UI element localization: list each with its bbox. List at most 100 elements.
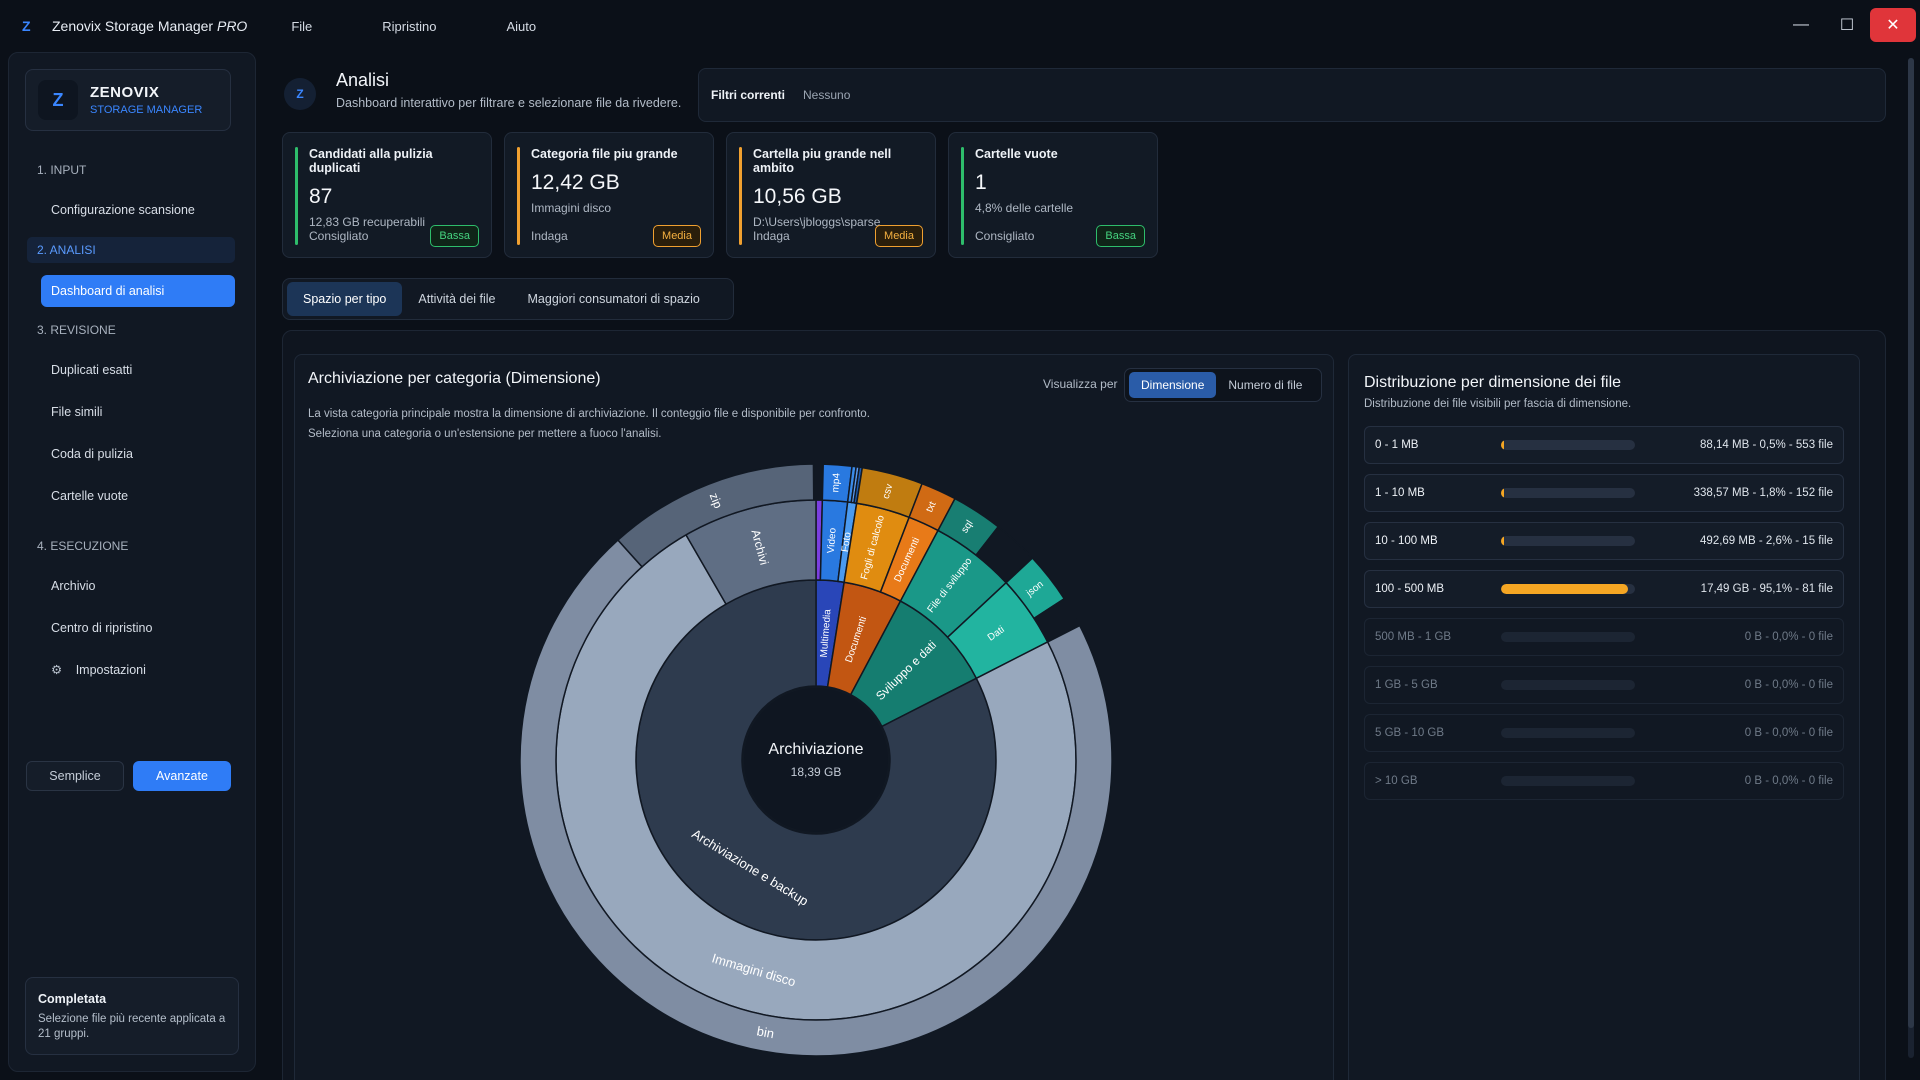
- menu-aiuto[interactable]: Aiuto: [506, 18, 537, 34]
- kpi-value: 87: [309, 185, 333, 208]
- distribution-row[interactable]: 5 GB - 10 GB 0 B - 0,0% - 0 file: [1364, 714, 1844, 752]
- sunburst-segment-label: csv: [881, 483, 896, 500]
- sidebar-item-configurazione[interactable]: Configurazione scansione: [51, 203, 195, 217]
- kpi-card-categoria[interactable]: Categoria file piu grande 12,42 GB Immag…: [504, 132, 714, 258]
- nav-section-analisi: 2. ANALISI: [27, 237, 235, 263]
- status-text: Selezione file più recente applicata a 2…: [38, 1013, 226, 1040]
- kpi-accent-bar: [961, 147, 964, 245]
- sidebar-item-cartelle-vuote[interactable]: Cartelle vuote: [51, 489, 129, 503]
- brand-subtitle: STORAGE MANAGER: [90, 104, 203, 116]
- distribution-bar-track: [1501, 488, 1635, 498]
- distribution-row-label: 1 GB - 5 GB: [1375, 679, 1438, 691]
- kpi-card-cartelle-vuote[interactable]: Cartelle vuote 1 4,8% delle cartelle Con…: [948, 132, 1158, 258]
- chart-description-line: La vista categoria principale mostra la …: [308, 408, 870, 420]
- view-by-label: Visualizza per: [1043, 377, 1118, 391]
- view-dimensione-button[interactable]: Dimensione: [1129, 372, 1217, 398]
- kpi-card-cartella[interactable]: Cartella piu grande nell ambito 10,56 GB…: [726, 132, 936, 258]
- app-logo-icon: Z: [22, 18, 31, 34]
- distribution-row[interactable]: 500 MB - 1 GB 0 B - 0,0% - 0 file: [1364, 618, 1844, 656]
- distribution-row-value: 0 B - 0,0% - 0 file: [1744, 775, 1833, 787]
- nav-section-esecuzione: 4. ESECUZIONE: [37, 539, 129, 553]
- sidebar-item-dashboard[interactable]: Dashboard di analisi: [41, 275, 235, 307]
- sunburst-segment-label: mp4: [830, 472, 842, 493]
- status-title: Completata: [38, 992, 107, 1006]
- kpi-sub: Immagini disco: [531, 201, 612, 215]
- maximize-icon[interactable]: ☐: [1839, 17, 1855, 34]
- distribution-row-value: 492,69 MB - 2,6% - 15 file: [1700, 535, 1833, 547]
- sidebar-item-coda-pulizia[interactable]: Coda di pulizia: [51, 447, 133, 461]
- tab-spazio-per-tipo[interactable]: Spazio per tipo: [287, 282, 403, 316]
- distribution-row-value: 0 B - 0,0% - 0 file: [1744, 679, 1833, 691]
- kpi-sub: 4,8% delle cartelle: [975, 201, 1074, 215]
- sunburst-segment[interactable]: [519, 538, 1113, 1057]
- distribution-bar-track: [1501, 536, 1635, 546]
- sunburst-segment[interactable]: [616, 463, 815, 568]
- nav-section-input: 1. INPUT: [37, 163, 87, 177]
- sunburst-segment-label: Video: [826, 527, 839, 554]
- distribution-bar-track: [1501, 584, 1635, 594]
- distribution-bar-fill: [1501, 440, 1504, 450]
- sidebar-item-ripristino[interactable]: Centro di ripristino: [51, 621, 153, 635]
- distribution-bar-track: [1501, 680, 1635, 690]
- distribution-row-label: 5 GB - 10 GB: [1375, 727, 1445, 739]
- distribution-bar-fill: [1501, 584, 1629, 594]
- sidebar-item-archivio[interactable]: Archivio: [51, 579, 96, 593]
- kpi-card-duplicati[interactable]: Candidati alla pulizia duplicati 87 12,8…: [282, 132, 492, 258]
- sidebar: Z ZENOVIX STORAGE MANAGER 1. INPUT Confi…: [8, 52, 256, 1072]
- menu-file[interactable]: File: [291, 18, 313, 34]
- distribution-row-value: 88,14 MB - 0,5% - 553 file: [1700, 439, 1833, 451]
- kpi-sub: D:\Users\jbloggs\sparse: [753, 215, 881, 229]
- current-filters: Filtri correnti Nessuno: [698, 68, 1886, 122]
- distribution-bar-track: [1501, 776, 1635, 786]
- sunburst-center-label: Archiviazione: [768, 741, 863, 758]
- sunburst-center-value: 18,39 GB: [791, 765, 842, 779]
- sunburst-segment-label: Multimedia: [819, 608, 834, 658]
- distribution-row[interactable]: 100 - 500 MB 17,49 GB - 95,1% - 81 file: [1364, 570, 1844, 608]
- tab-attivita-file[interactable]: Attività dei file: [418, 292, 496, 306]
- chart-description-line: Seleziona una categoria o un'estensione …: [308, 428, 662, 440]
- distribution-row[interactable]: 1 - 10 MB 338,57 MB - 1,8% - 152 file: [1364, 474, 1844, 512]
- sidebar-item-file-simili[interactable]: File simili: [51, 405, 103, 419]
- scrollbar-thumb[interactable]: [1908, 58, 1914, 1028]
- app-title: Zenovix Storage Manager PRO: [52, 18, 248, 34]
- main-scrollbar[interactable]: [1908, 58, 1914, 1058]
- kpi-value: 1: [975, 171, 987, 194]
- distribution-row-value: 17,49 GB - 95,1% - 81 file: [1700, 583, 1833, 595]
- distribution-row-label: 500 MB - 1 GB: [1375, 631, 1452, 643]
- sidebar-item-duplicati[interactable]: Duplicati esatti: [51, 363, 133, 377]
- window-controls: — ☐ ✕: [1778, 8, 1920, 42]
- sunburst-center: [744, 688, 888, 832]
- kpi-title: Cartella piu grande nell ambito: [753, 147, 892, 175]
- filters-value: Nessuno: [803, 88, 851, 102]
- distribution-row[interactable]: 1 GB - 5 GB 0 B - 0,0% - 0 file: [1364, 666, 1844, 704]
- brand-name: ZENOVIX: [90, 84, 160, 101]
- sidebar-item-impostazioni[interactable]: ⚙ Impostazioni: [51, 662, 146, 677]
- sunburst-chart[interactable]: Multimedia Documenti Sviluppo e datiArchiv…: [516, 460, 1116, 1060]
- brand-logo-icon: Z: [38, 80, 78, 120]
- menu-ripristino[interactable]: Ripristino: [382, 18, 437, 34]
- kpi-title: Candidati alla pulizia duplicati: [309, 147, 433, 175]
- kpi-foot: Indaga: [531, 229, 568, 243]
- kpi-foot: Consigliato: [975, 229, 1035, 243]
- distribution-row-value: 0 B - 0,0% - 0 file: [1744, 631, 1833, 643]
- status-card: Completata Selezione file più recente ap…: [25, 977, 239, 1055]
- distribution-row[interactable]: 10 - 100 MB 492,69 MB - 2,6% - 15 file: [1364, 522, 1844, 560]
- tab-maggiori-consumatori[interactable]: Maggiori consumatori di spazio: [527, 292, 700, 306]
- view-numero-file-button[interactable]: Numero di file: [1228, 378, 1303, 392]
- distribution-row-label: > 10 GB: [1375, 775, 1418, 787]
- distribution-row-value: 338,57 MB - 1,8% - 152 file: [1693, 487, 1833, 499]
- distribution-row[interactable]: 0 - 1 MB 88,14 MB - 0,5% - 553 file: [1364, 426, 1844, 464]
- analysis-tabs: Spazio per tipo Attività dei file Maggio…: [282, 278, 734, 320]
- mode-advanced-button[interactable]: Avanzate: [133, 761, 231, 791]
- mode-simple-button[interactable]: Semplice: [26, 761, 124, 791]
- close-icon[interactable]: ✕: [1870, 8, 1916, 42]
- minimize-icon[interactable]: —: [1793, 16, 1809, 33]
- distribution-row-label: 0 - 1 MB: [1375, 439, 1419, 451]
- nav-section-revisione: 3. REVISIONE: [37, 323, 116, 337]
- kpi-value: 10,56 GB: [753, 185, 842, 208]
- kpi-foot: Indaga: [753, 229, 790, 243]
- kpi-sub: 12,83 GB recuperabili: [309, 215, 426, 229]
- gear-icon: ⚙: [51, 663, 63, 677]
- kpi-accent-bar: [517, 147, 520, 245]
- distribution-row[interactable]: > 10 GB 0 B - 0,0% - 0 file: [1364, 762, 1844, 800]
